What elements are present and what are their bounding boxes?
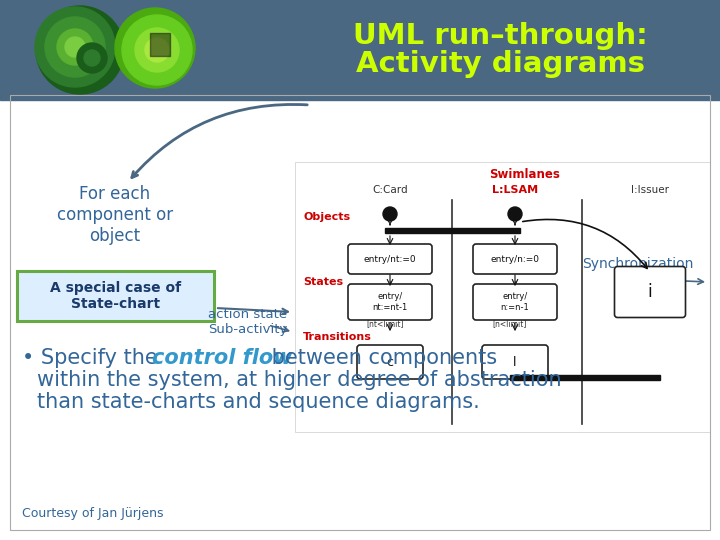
Text: I:Issuer: I:Issuer — [631, 185, 669, 195]
Text: than state-charts and sequence diagrams.: than state-charts and sequence diagrams. — [37, 392, 480, 412]
Circle shape — [65, 37, 85, 57]
Text: C:Card: C:Card — [372, 185, 408, 195]
Bar — [10, 95, 710, 530]
Text: L:LSAM: L:LSAM — [492, 185, 538, 195]
Bar — [510, 375, 660, 380]
FancyBboxPatch shape — [482, 345, 548, 379]
Text: entry/nt:=0: entry/nt:=0 — [364, 254, 416, 264]
FancyBboxPatch shape — [473, 284, 557, 320]
Bar — [295, 162, 710, 432]
FancyBboxPatch shape — [614, 267, 685, 318]
Text: Transitions: Transitions — [303, 332, 372, 342]
Text: Courtesy of Jan Jürjens: Courtesy of Jan Jürjens — [22, 507, 163, 520]
FancyBboxPatch shape — [17, 271, 214, 321]
Circle shape — [508, 207, 522, 221]
Circle shape — [45, 17, 105, 77]
Text: For each
component or
object: For each component or object — [57, 185, 173, 245]
Text: States: States — [303, 277, 343, 287]
Bar — [385, 227, 520, 233]
Text: [nt<limit]: [nt<limit] — [366, 320, 404, 328]
Text: action state
Sub-activity: action state Sub-activity — [208, 308, 288, 336]
Text: Objects: Objects — [303, 212, 350, 222]
Circle shape — [77, 43, 107, 73]
Text: i: i — [648, 283, 652, 301]
Text: ,: , — [388, 275, 392, 285]
Text: between components: between components — [265, 348, 497, 368]
FancyBboxPatch shape — [348, 284, 432, 320]
Circle shape — [122, 15, 192, 85]
FancyBboxPatch shape — [473, 244, 557, 274]
Text: entry/
n:=n-1: entry/ n:=n-1 — [500, 292, 529, 312]
Text: entry/
nt:=nt-1: entry/ nt:=nt-1 — [372, 292, 408, 312]
Circle shape — [84, 50, 100, 66]
Text: Swimlanes: Swimlanes — [490, 167, 560, 180]
Text: l: l — [513, 355, 517, 368]
Text: UML run–through:: UML run–through: — [353, 22, 647, 50]
FancyBboxPatch shape — [348, 244, 432, 274]
Circle shape — [57, 29, 93, 65]
Text: within the system, at higher degree of abstraction: within the system, at higher degree of a… — [37, 370, 562, 390]
Circle shape — [115, 8, 195, 88]
Text: c: c — [387, 355, 394, 368]
Circle shape — [383, 207, 397, 221]
Text: entry/n:=0: entry/n:=0 — [490, 254, 539, 264]
Circle shape — [35, 7, 115, 87]
Text: Synchronization
bar: Synchronization bar — [582, 257, 693, 287]
Circle shape — [36, 6, 124, 94]
Text: • Specify the: • Specify the — [22, 348, 164, 368]
Bar — [0, 0, 720, 100]
Text: Activity diagrams: Activity diagrams — [356, 50, 644, 78]
Text: control flow: control flow — [152, 348, 292, 368]
Text: A special case of
State-chart: A special case of State-chart — [50, 281, 181, 311]
Circle shape — [135, 28, 179, 72]
FancyBboxPatch shape — [357, 345, 423, 379]
Text: [n<limit]: [n<limit] — [492, 320, 527, 328]
Circle shape — [145, 38, 169, 62]
Text: ,: , — [513, 275, 517, 285]
